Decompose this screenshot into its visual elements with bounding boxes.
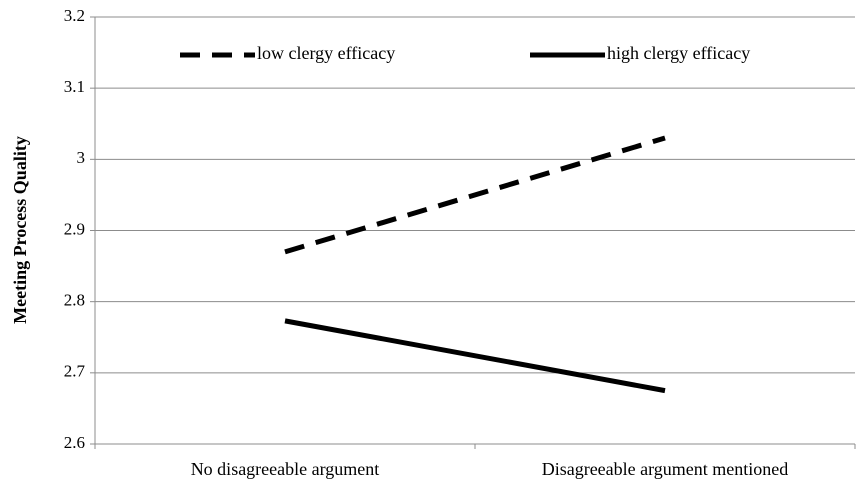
legend-label: high clergy efficacy bbox=[607, 43, 750, 63]
y-tick-label: 2.6 bbox=[64, 433, 85, 452]
y-tick-label: 2.8 bbox=[64, 291, 85, 310]
y-tick-label: 2.9 bbox=[64, 219, 85, 238]
series-line bbox=[284, 135, 666, 255]
y-tick-label: 3.2 bbox=[64, 6, 85, 25]
y-tick-label: 2.7 bbox=[64, 362, 86, 381]
y-axis-label: Meeting Process Quality bbox=[10, 136, 30, 324]
legend-label: low clergy efficacy bbox=[257, 43, 395, 63]
x-tick-label: Disagreeable argument mentioned bbox=[542, 459, 789, 479]
x-tick-label: No disagreeable argument bbox=[191, 459, 380, 479]
y-tick-label: 3 bbox=[77, 148, 86, 167]
series-line bbox=[284, 318, 666, 394]
y-tick-label: 3.1 bbox=[64, 77, 85, 96]
